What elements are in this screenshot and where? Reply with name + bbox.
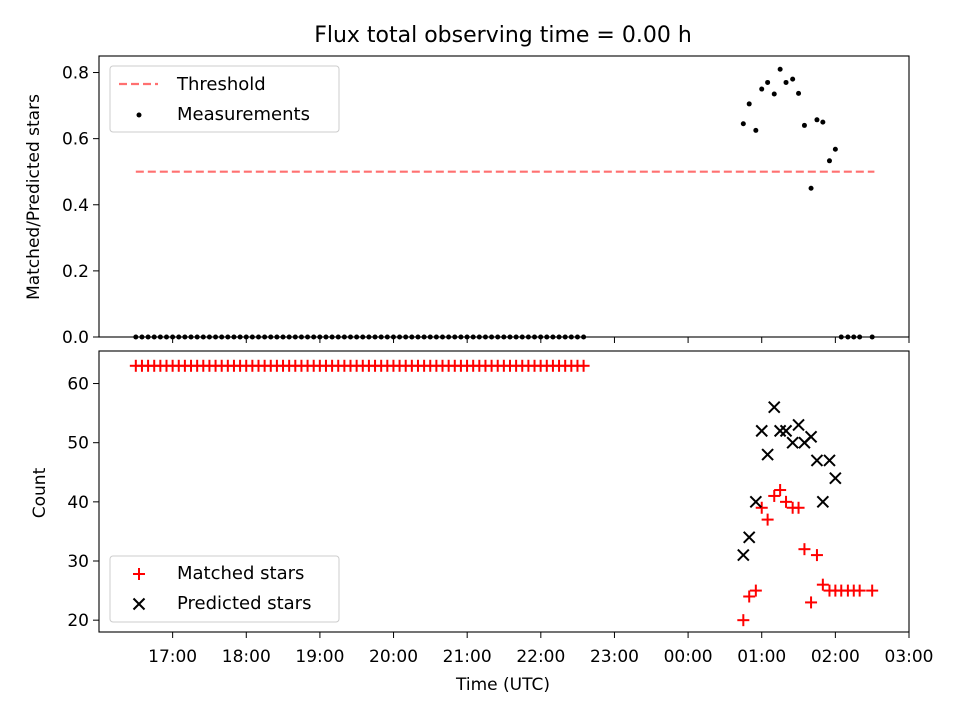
measurement-point [826,158,832,164]
bottom-x-tick-label: 20:00 [369,647,418,667]
matched-star-point [780,495,793,508]
matched-star-point [792,501,805,514]
predicted-legend-cross [132,597,146,611]
chart-title: Flux total observing time = 0.00 h [314,23,692,48]
matched-star-point [743,590,756,603]
measurement-point [746,101,752,107]
bottom-x-tick-label: 23:00 [590,647,639,667]
measurements-legend-label: Measurements [177,104,310,125]
predicted-star-point [761,448,774,461]
predicted-legend-label: Predicted stars [177,593,311,614]
measurement-point [753,127,759,133]
measurement-point [771,91,777,97]
matched-star-point [853,584,866,597]
threshold-legend-label: Threshold [176,74,266,95]
matched-star-point [749,584,762,597]
bottom-plot-area [129,359,879,627]
predicted-star-point [829,471,842,485]
measurement-point [814,117,820,123]
top-y-tick-label: 0.8 [62,64,89,84]
predicted-star-point [755,424,768,438]
predicted-star-point [786,436,799,449]
bottom-y-axis-label: Count [30,467,50,518]
bottom-legend-box [109,555,340,623]
matched-star-point [798,543,811,556]
matched-star-point [866,584,879,597]
bottom-x-tick-label: 02:00 [811,647,860,667]
measurement-point [832,146,838,152]
bottom-x-ticks: 17:00 18:00 19:00 20:00 21:00 22:00 23:00 00:00… [148,632,934,667]
bottom-y-tick-label: 50 [67,434,89,454]
top-y-tick-label: 0.2 [62,262,89,282]
top-y-ticks: 0.0 0.2 0.4 0.6 0.8 [62,64,99,348]
bottom-x-tick-label: 22:00 [516,647,565,667]
bottom-x-tick-label: 18:00 [222,647,271,667]
measurement-point [740,121,746,127]
predicted-legend-marker [132,597,146,611]
measurement-point [777,66,783,72]
measurement-point [790,76,796,82]
predicted-star-point [773,424,787,438]
predicted-star-point [792,418,805,432]
top-y-axis-label: Matched/Predicted stars [24,94,44,300]
top-axes: 0.00.20.40.60.8 Matched/Predicted stars … [24,55,910,348]
measurement-point [820,119,826,125]
bottom-y-tick-label: 40 [67,493,89,513]
bottom-axes-frame [98,350,910,633]
bottom-x-tick-label: 00:00 [664,647,713,667]
bottom-y-tick-label: 20 [67,611,89,631]
measurement-point [801,122,807,128]
matched-star-point [810,549,823,562]
matched-legend-plus [133,568,145,580]
predicted-star-point [768,400,781,414]
top-x-ticks [172,337,910,343]
bottom-x-tick-label: 19:00 [295,647,344,667]
top-legend: Threshold Measurements [109,65,340,133]
bottom-y-tick-label: 60 [67,375,89,395]
matched-star-point [816,578,829,591]
measurement-point [765,79,771,85]
bottom-y-ticks: 20 30 40 50 60 [67,375,99,631]
predicted-star-point [810,454,824,467]
matched-star-point [805,596,818,609]
bottom-legend: Matched stars Predicted stars [109,555,340,623]
measurement-point [796,90,802,96]
top-legend-box [109,65,340,133]
matched-star-point [737,614,750,627]
bottom-x-tick-label: 17:00 [148,647,197,667]
matched-star-point [768,489,781,502]
bottom-x-tick-label: 01:00 [737,647,786,667]
bottom-x-tick-label: 03:00 [885,647,934,667]
predicted-star-point [743,531,756,544]
measurements-legend-marker [136,112,142,118]
top-y-tick-label: 0.4 [62,196,89,216]
predicted-star-point [816,495,830,509]
matched-legend-label: Matched stars [177,563,304,584]
bottom-axes: 20 30 40 50 60 17:00 18:00 19:00 20:00 21:00 22:0… [30,350,934,695]
measurement-point [759,86,765,92]
x-axis-label: Time (UTC) [455,675,550,695]
matched-star-point [774,484,787,497]
measurement-point [783,79,789,85]
matched-legend-marker [133,568,145,580]
predicted-star-point [749,495,763,509]
top-y-tick-label: 0.0 [62,328,89,348]
matched-star-point [577,359,590,372]
top-axes-frame [98,55,910,338]
measurement-point [808,185,814,191]
predicted-star-point [804,430,818,443]
predicted-star-point [779,424,793,438]
predicted-star-point [823,454,836,467]
bottom-x-tick-label: 21:00 [443,647,492,667]
predicted-star-point [737,548,750,562]
matched-star-point [755,501,768,514]
matched-star-point [761,513,774,526]
bottom-y-tick-label: 30 [67,552,89,572]
top-y-tick-label: 0.6 [62,130,89,150]
